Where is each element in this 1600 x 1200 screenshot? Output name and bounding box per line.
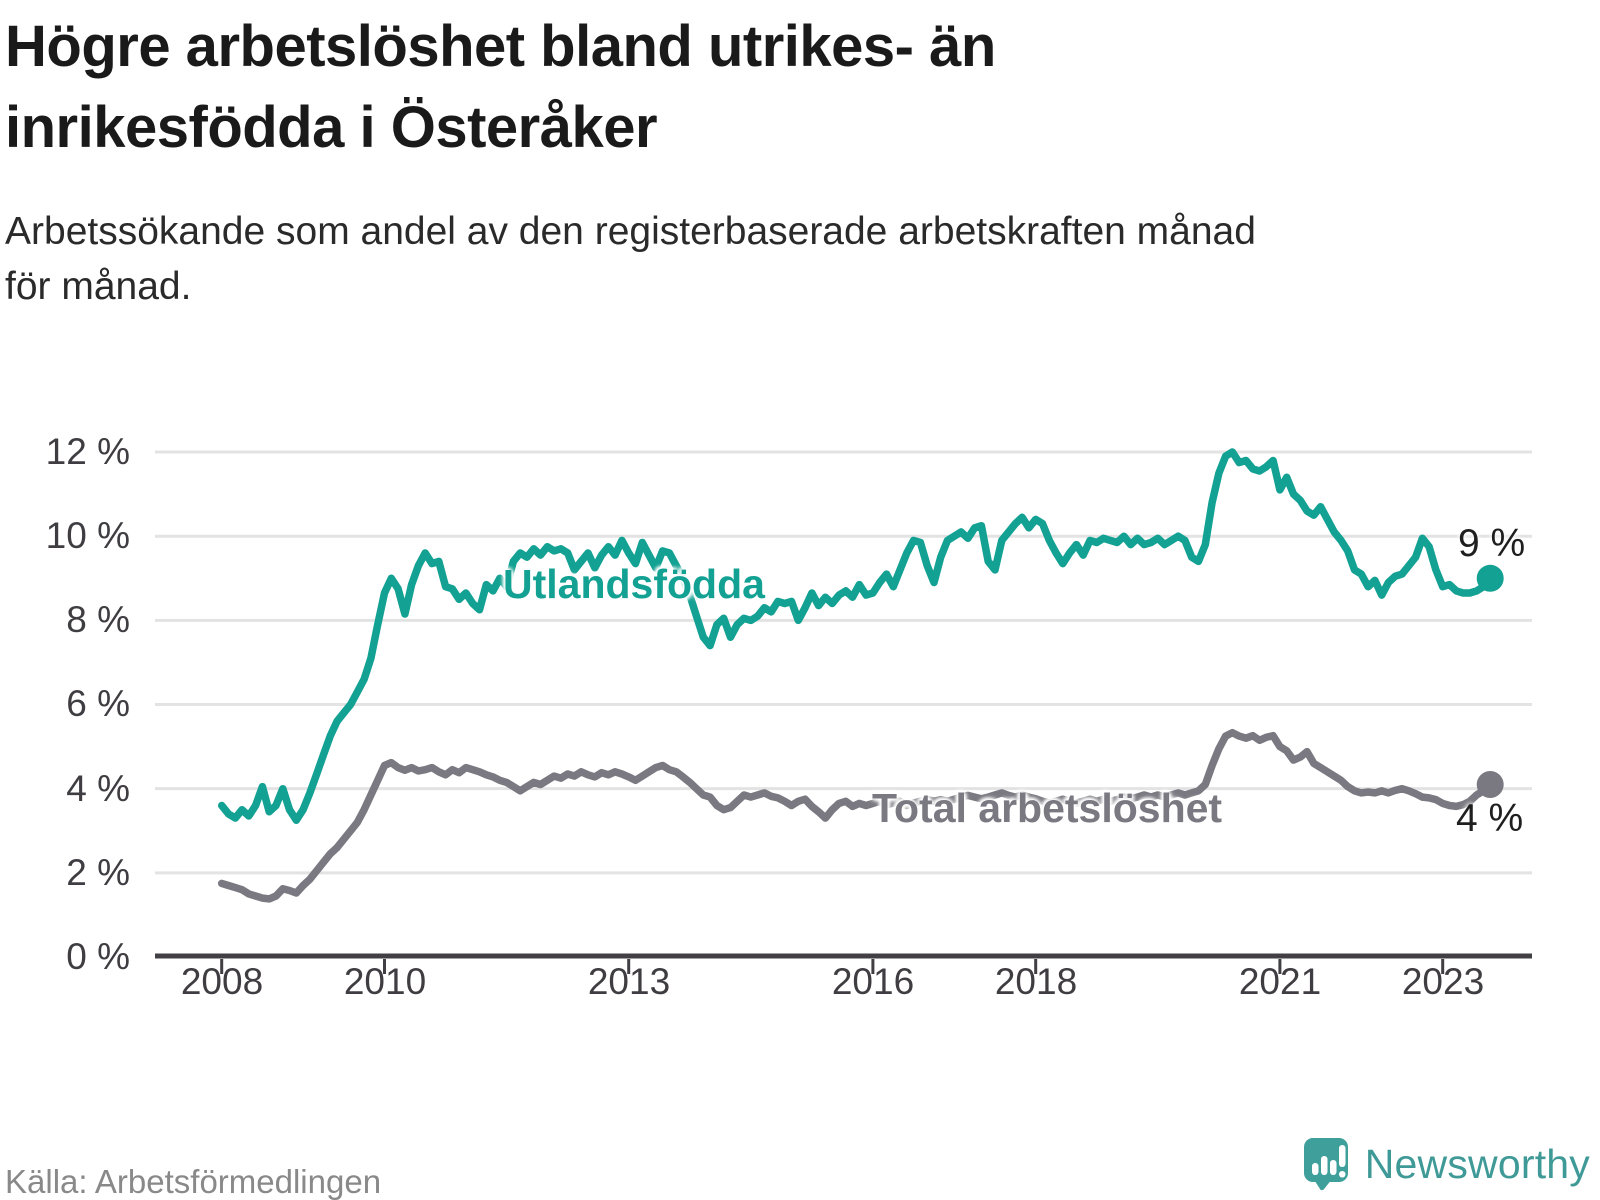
newsworthy-logo-icon [1303, 1138, 1348, 1190]
y-tick-label-8: 8 % [66, 599, 130, 640]
title-line-2: inrikesfödda i Österåker [5, 95, 658, 161]
y-tick-label-2: 2 % [66, 852, 130, 893]
x-tick-label-2023: 2023 [1401, 961, 1485, 1002]
x-tick-label-2016: 2016 [831, 961, 915, 1002]
x-tick-label-2008: 2008 [180, 961, 264, 1002]
x-tick-label-2018: 2018 [994, 961, 1078, 1002]
newsworthy-logo-text: Newsworthy [1364, 1140, 1590, 1187]
series-line-total [217, 728, 1494, 903]
x-tick-label-2010: 2010 [343, 961, 427, 1002]
subtitle-line-1: Arbetssökande som andel av den registerb… [5, 210, 1256, 253]
page-title: Högre arbetslöshet bland utrikes- än inr… [5, 6, 1405, 168]
x-tick-label-2013: 2013 [587, 961, 671, 1002]
x-tick-label-2021: 2021 [1238, 961, 1322, 1002]
y-tick-label-10: 10 % [45, 515, 130, 556]
series-end-dot-total [1476, 771, 1504, 798]
end-value-label-utlandsfodda: 9 % [1458, 522, 1526, 565]
newsworthy-logo: Newsworthy [1303, 1138, 1590, 1190]
series-end-dot-utlandsfodda [1476, 564, 1504, 592]
y-tick-label-0: 0 % [66, 936, 130, 977]
y-tick-label-6: 6 % [66, 683, 130, 724]
y-tick-label-4: 4 % [66, 768, 130, 809]
series-label-total-arbetsloshet: Total arbetslöshet [872, 785, 1223, 831]
title-line-1: Högre arbetslöshet bland utrikes- än [5, 14, 996, 79]
y-tick-label-12: 12 % [45, 431, 130, 472]
source-note: Källa: Arbetsförmedlingen [5, 1163, 382, 1200]
end-value-label-total: 4 % [1456, 797, 1524, 840]
subtitle-line-2: för månad. [5, 265, 192, 309]
chart-subtitle: Arbetssökande som andel av den registerb… [5, 204, 1565, 315]
series-label-utlandsfodda: Utlandsfödda [503, 561, 765, 607]
series-line-utlandsfodda [217, 448, 1494, 824]
